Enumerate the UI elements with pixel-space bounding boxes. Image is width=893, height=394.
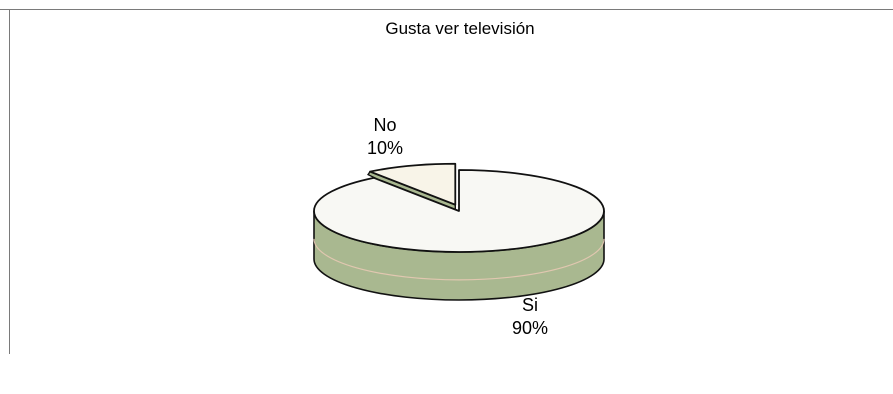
slice-label-no: No 10% (340, 114, 430, 160)
slice-label-no-name: No (373, 115, 397, 135)
pie-slice-no (369, 162, 457, 206)
pie-slice-si (313, 169, 605, 253)
slice-label-si-name: Si (521, 295, 538, 315)
pie-side-highlight (313, 238, 605, 281)
frame-left-border (9, 10, 10, 354)
slice-label-si-percent: 90% (511, 318, 549, 338)
frame-top-border (0, 9, 893, 10)
slice-label-si: Si 90% (485, 294, 575, 340)
chart-title: Gusta ver televisión (385, 19, 535, 38)
slice-label-no-percent: 10% (366, 138, 404, 158)
